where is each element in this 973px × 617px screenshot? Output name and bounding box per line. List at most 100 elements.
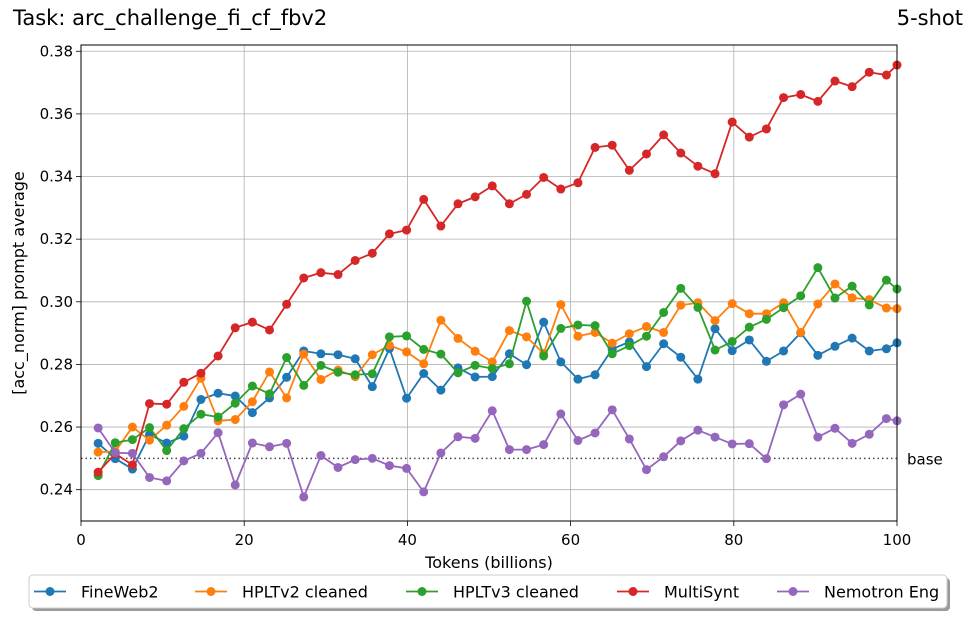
- data-point: [727, 439, 737, 449]
- legend-label: HPLTv2 cleaned: [242, 583, 368, 602]
- data-point: [419, 369, 429, 378]
- data-point: [350, 255, 360, 265]
- data-point: [796, 389, 806, 399]
- data-point: [522, 445, 532, 455]
- series-line: [97, 266, 898, 477]
- data-point: [127, 448, 137, 458]
- data-point: [607, 349, 617, 359]
- data-point: [710, 432, 720, 442]
- data-point: [402, 331, 412, 341]
- data-point: [847, 438, 857, 448]
- series-fineweb2: [93, 317, 902, 474]
- data-point: [487, 372, 497, 382]
- data-point: [93, 438, 103, 448]
- data-point: [710, 169, 720, 179]
- data-point: [710, 316, 720, 326]
- data-point: [796, 291, 806, 301]
- data-point: [316, 451, 326, 461]
- data-point: [641, 322, 651, 332]
- data-point: [179, 377, 189, 387]
- data-point: [419, 487, 429, 497]
- legend: FineWeb2 HPLTv2 cleaned HPLTv3 cleaned Mult…: [28, 574, 950, 611]
- y-tick-label: 0.38: [40, 42, 73, 60]
- data-point: [453, 199, 463, 209]
- data-point: [282, 438, 292, 448]
- x-tick-label: 60: [561, 531, 580, 549]
- data-point: [453, 368, 463, 378]
- data-point: [504, 445, 514, 455]
- x-tick-label: 20: [235, 531, 254, 549]
- data-point: [384, 229, 394, 239]
- data-point: [607, 405, 617, 415]
- data-point: [813, 299, 823, 309]
- data-point: [624, 434, 634, 444]
- data-point: [350, 354, 360, 364]
- legend-box: [28, 574, 948, 609]
- data-point: [282, 353, 292, 363]
- chart-subtitle: 5-shot: [897, 6, 963, 30]
- data-point: [333, 350, 343, 360]
- data-point: [162, 446, 172, 456]
- data-point: [350, 370, 360, 380]
- data-point: [145, 435, 155, 445]
- data-point: [847, 281, 857, 291]
- data-point: [436, 315, 446, 325]
- data-point: [847, 82, 857, 92]
- data-point: [590, 370, 600, 380]
- data-point: [299, 349, 309, 359]
- data-point: [676, 148, 686, 158]
- data-point: [247, 381, 257, 391]
- data-point: [419, 344, 429, 354]
- data-point: [796, 327, 806, 337]
- data-point: [230, 323, 240, 333]
- data-point: [196, 394, 206, 404]
- data-point: [470, 360, 480, 370]
- data-point: [641, 362, 651, 372]
- data-point: [196, 409, 206, 419]
- data-point: [830, 423, 840, 433]
- data-point: [744, 309, 754, 319]
- legend-marker: [45, 587, 55, 596]
- data-point: [230, 415, 240, 425]
- data-point: [127, 435, 137, 445]
- data-point: [402, 225, 412, 235]
- data-point: [127, 422, 137, 432]
- data-point: [590, 142, 600, 152]
- y-tick-label: 0.26: [40, 418, 73, 436]
- data-point: [367, 350, 377, 360]
- data-point: [367, 453, 377, 463]
- data-point: [779, 346, 789, 356]
- data-point: [864, 429, 874, 439]
- data-point: [522, 360, 532, 370]
- data-point: [247, 397, 257, 407]
- y-tick-label: 0.28: [40, 355, 73, 373]
- data-point: [522, 189, 532, 199]
- data-point: [727, 299, 737, 309]
- data-point: [230, 391, 240, 401]
- chart-title: Task: arc_challenge_fi_cf_fbv2: [12, 6, 327, 31]
- legend-marker: [206, 587, 216, 596]
- data-point: [162, 476, 172, 486]
- legend-label: FineWeb2: [81, 583, 159, 602]
- data-point: [881, 70, 891, 80]
- data-point: [830, 341, 840, 351]
- data-point: [145, 423, 155, 433]
- data-point: [693, 302, 703, 312]
- data-point: [727, 346, 737, 356]
- data-point: [761, 454, 771, 464]
- data-point: [384, 461, 394, 471]
- data-point: [402, 463, 412, 473]
- data-point: [282, 372, 292, 382]
- data-point: [830, 279, 840, 289]
- legend-entry: MultiSynt: [617, 583, 739, 602]
- data-point: [470, 372, 480, 382]
- y-axis-label: [acc_norm] prompt average: [9, 171, 29, 395]
- data-point: [641, 331, 651, 341]
- x-tick-label: 0: [76, 531, 86, 549]
- data-point: [436, 221, 446, 231]
- data-point: [556, 409, 566, 419]
- data-point: [779, 400, 789, 410]
- data-point: [247, 317, 257, 327]
- data-point: [247, 438, 257, 448]
- data-point: [710, 345, 720, 355]
